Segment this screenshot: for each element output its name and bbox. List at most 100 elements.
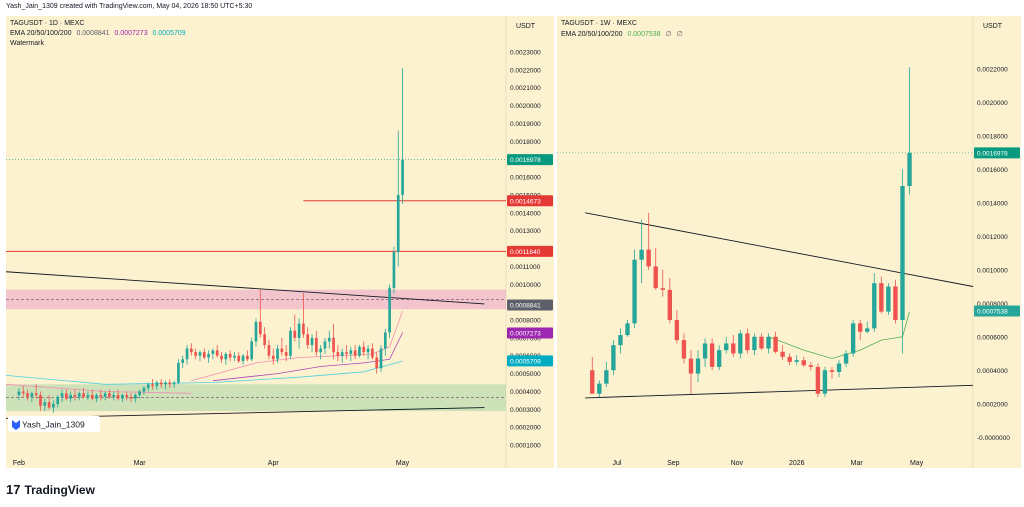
- price-tag-label: 0.0007538: [977, 308, 1008, 315]
- price-tag-label: 0.0007273: [510, 330, 541, 337]
- candle-body: [794, 360, 799, 362]
- candle-body: [759, 336, 764, 349]
- header-credit: Yash_Jain_1309 created with TradingView.…: [6, 3, 253, 10]
- y-tick-label: 0.0006000: [977, 334, 1008, 341]
- price-tag-label: 0.0005709: [510, 358, 541, 365]
- candle-body: [388, 287, 391, 333]
- price-tag: 0.0007273: [507, 327, 553, 339]
- candle-body: [907, 152, 912, 186]
- candle-body: [263, 334, 266, 346]
- candle-body: [116, 395, 120, 399]
- x-tick-label: Jul: [612, 460, 621, 467]
- chart-panel-daily[interactable]: USDT 0.0001000 0.0002000 0.0003000 0.0004000…: [6, 16, 554, 468]
- indicator-legend: EMA 20/50/100/200 0.0007538 ∅ ∅: [561, 30, 686, 38]
- candle-body: [319, 348, 322, 353]
- candle-body: [597, 383, 602, 394]
- price-tag-label: 0.0014673: [510, 198, 541, 205]
- x-tick-label: Feb: [13, 460, 25, 467]
- candle-body: [366, 348, 370, 353]
- y-tick-label: 0.0014000: [510, 210, 541, 217]
- candle-body: [220, 355, 223, 360]
- candle-body: [724, 343, 729, 351]
- y-tick-label: 0.0018000: [510, 139, 541, 146]
- symbol-line: TAGUSDT · 1W · MEXC: [561, 20, 637, 27]
- candle-body: [77, 393, 81, 397]
- candle-body: [392, 252, 396, 288]
- candle-body: [142, 387, 146, 392]
- y-tick-label: 0.0016000: [977, 167, 1008, 174]
- candle-body: [401, 159, 404, 195]
- tradingview-logo-icon: 17: [6, 482, 21, 497]
- candle-body: [625, 323, 630, 336]
- candle-body: [267, 345, 271, 356]
- symbol-line: TAGUSDT · 1D · MEXC: [10, 20, 85, 27]
- y-tick-label: 0.0022000: [977, 66, 1008, 73]
- candle-body: [332, 337, 335, 353]
- candle-body: [26, 393, 29, 397]
- candle-body: [155, 382, 159, 387]
- candle-body: [879, 283, 884, 312]
- candle-body: [73, 395, 77, 397]
- candle-body: [306, 334, 310, 346]
- candle-body: [172, 382, 176, 385]
- chart-svg-daily[interactable]: USDT 0.0001000 0.0002000 0.0003000 0.0004000…: [6, 16, 554, 468]
- candle-body: [125, 395, 129, 397]
- candle-body: [34, 393, 38, 396]
- candle-body: [611, 345, 616, 371]
- price-tag-label: 0.0008841: [510, 302, 541, 309]
- y-tick-label: 0.0012000: [977, 234, 1008, 241]
- trendline: [585, 212, 974, 287]
- candle-body: [181, 359, 185, 363]
- candle-body: [780, 351, 785, 357]
- y-tick-label: 0.0008000: [977, 301, 1008, 308]
- y-tick-label: 0.0008000: [510, 318, 541, 325]
- ema-line: [768, 311, 910, 359]
- candle-body: [336, 352, 340, 356]
- candle-body: [808, 365, 814, 367]
- candle-body: [362, 346, 366, 353]
- candle-body: [702, 343, 708, 359]
- trendline: [6, 271, 485, 305]
- x-tick-label: May: [396, 460, 410, 467]
- chart-svg-weekly[interactable]: USDT -0.0000000 0.0002000 0.0004000 0.000600…: [557, 16, 1021, 468]
- candle-body: [258, 321, 262, 335]
- x-tick-label: Apr: [268, 460, 280, 467]
- indicator-value-2: 0.0007273: [114, 30, 148, 37]
- tradingview-brand[interactable]: 17 TradingView: [6, 482, 95, 497]
- price-tag: 0.0008841: [507, 299, 553, 311]
- y-tick-label: 0.0016000: [510, 175, 541, 182]
- candle-body: [349, 350, 353, 354]
- candle-body: [289, 330, 292, 356]
- y-tick-label: 0.0002000: [510, 425, 541, 432]
- currency-label: USDT: [983, 23, 1003, 30]
- candle-body: [276, 348, 279, 360]
- price-tag-label: 0.0011840: [510, 249, 541, 256]
- price-tag: 0.0011840: [507, 245, 553, 257]
- chart-panel-weekly[interactable]: USDT -0.0000000 0.0002000 0.0004000 0.000600…: [557, 16, 1021, 468]
- candle-body: [82, 393, 85, 397]
- price-tag: 0.0005709: [507, 355, 553, 367]
- price-tag-box: [507, 327, 553, 339]
- candle-body: [688, 358, 694, 374]
- candle-body: [43, 402, 47, 406]
- x-tick-label: Mar: [134, 460, 147, 467]
- candle-body: [752, 336, 757, 351]
- price-tag-box: [507, 355, 553, 367]
- candle-body: [886, 286, 891, 312]
- candle-body: [709, 343, 715, 367]
- y-tick-label: 0.0004000: [510, 389, 541, 396]
- candle-body: [843, 353, 849, 364]
- author-tag-label: Yash_Jain_1309: [22, 420, 85, 430]
- candle-body: [202, 352, 206, 358]
- candle-body: [353, 350, 357, 356]
- candle-body: [766, 336, 771, 349]
- y-tick-label: 0.0003000: [510, 407, 541, 414]
- candle-body: [900, 186, 905, 320]
- y-tick-label: 0.0010000: [977, 267, 1008, 274]
- candle-body: [293, 330, 297, 338]
- y-tick-label: 0.0022000: [510, 67, 541, 74]
- candle-body: [695, 358, 701, 374]
- candle-body: [60, 393, 64, 397]
- candle-body: [47, 402, 51, 408]
- x-tick-label: 2026: [789, 460, 805, 467]
